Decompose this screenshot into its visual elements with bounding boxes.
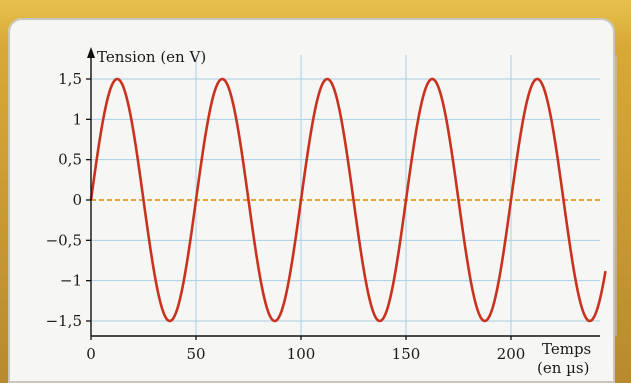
x-axis-label-line2: (en µs)	[537, 359, 589, 377]
y-tick-label: 0,5	[58, 151, 82, 169]
x-tick-label: 150	[392, 345, 421, 363]
grid	[91, 55, 617, 336]
x-tick-label: 100	[287, 345, 316, 363]
x-tick-label: 50	[186, 345, 205, 363]
y-tick-label: 1,5	[58, 70, 82, 88]
y-tick-label: 1	[72, 110, 82, 128]
y-axis-label: Tension (en V)	[97, 48, 206, 66]
x-tick-label: 0	[86, 345, 96, 363]
y-tick-label: −1	[60, 272, 82, 290]
tick-labels: 1,510,50−0,5−1−1,50 50 100 150 200	[46, 70, 526, 363]
axes	[87, 47, 600, 337]
y-tick-label: −0,5	[46, 231, 82, 249]
x-tick-label: 200	[497, 345, 526, 363]
series-voltage-curve	[89, 77, 607, 323]
y-tick-label: 0	[72, 191, 82, 209]
x-axis-label-line1: Temps	[542, 340, 591, 358]
y-axis-arrow	[87, 47, 95, 58]
y-tick-label: −1,5	[46, 312, 82, 330]
